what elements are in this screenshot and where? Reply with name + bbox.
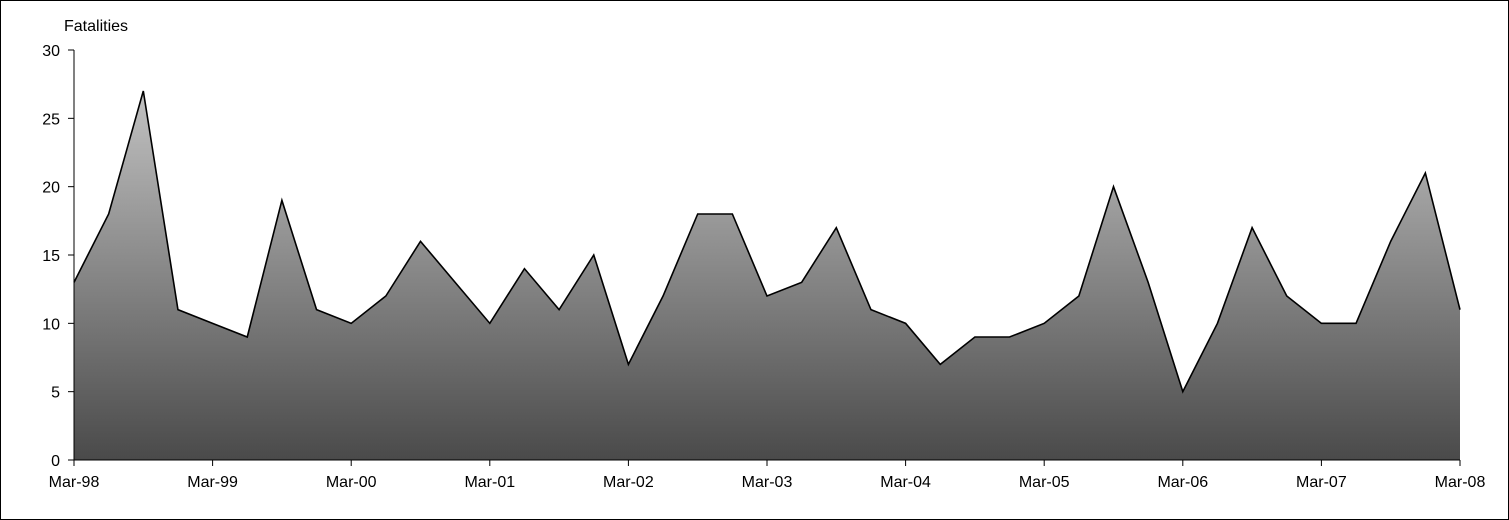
x-tick-label: Mar-02	[603, 474, 654, 491]
x-tick-label: Mar-00	[326, 474, 377, 491]
x-tick-label: Mar-04	[880, 474, 931, 491]
y-tick-label: 0	[51, 453, 60, 470]
x-tick-label: Mar-06	[1157, 474, 1208, 491]
x-tick-label: Mar-03	[742, 474, 793, 491]
x-tick-label: Mar-08	[1435, 474, 1486, 491]
x-tick-label: Mar-01	[464, 474, 515, 491]
y-tick-label: 5	[51, 385, 60, 402]
y-tick-label: 10	[42, 316, 60, 333]
y-tick-label: 25	[42, 111, 60, 128]
y-tick-label: 15	[42, 248, 60, 265]
y-tick-label: 30	[42, 43, 60, 60]
x-tick-label: Mar-07	[1296, 474, 1347, 491]
y-tick-label: 20	[42, 180, 60, 197]
x-tick-label: Mar-05	[1019, 474, 1070, 491]
area-fill	[74, 91, 1460, 460]
x-tick-label: Mar-99	[187, 474, 238, 491]
y-axis-label: Fatalities	[64, 18, 129, 35]
x-tick-label: Mar-98	[49, 474, 100, 491]
series-line	[73, 90, 1461, 394]
